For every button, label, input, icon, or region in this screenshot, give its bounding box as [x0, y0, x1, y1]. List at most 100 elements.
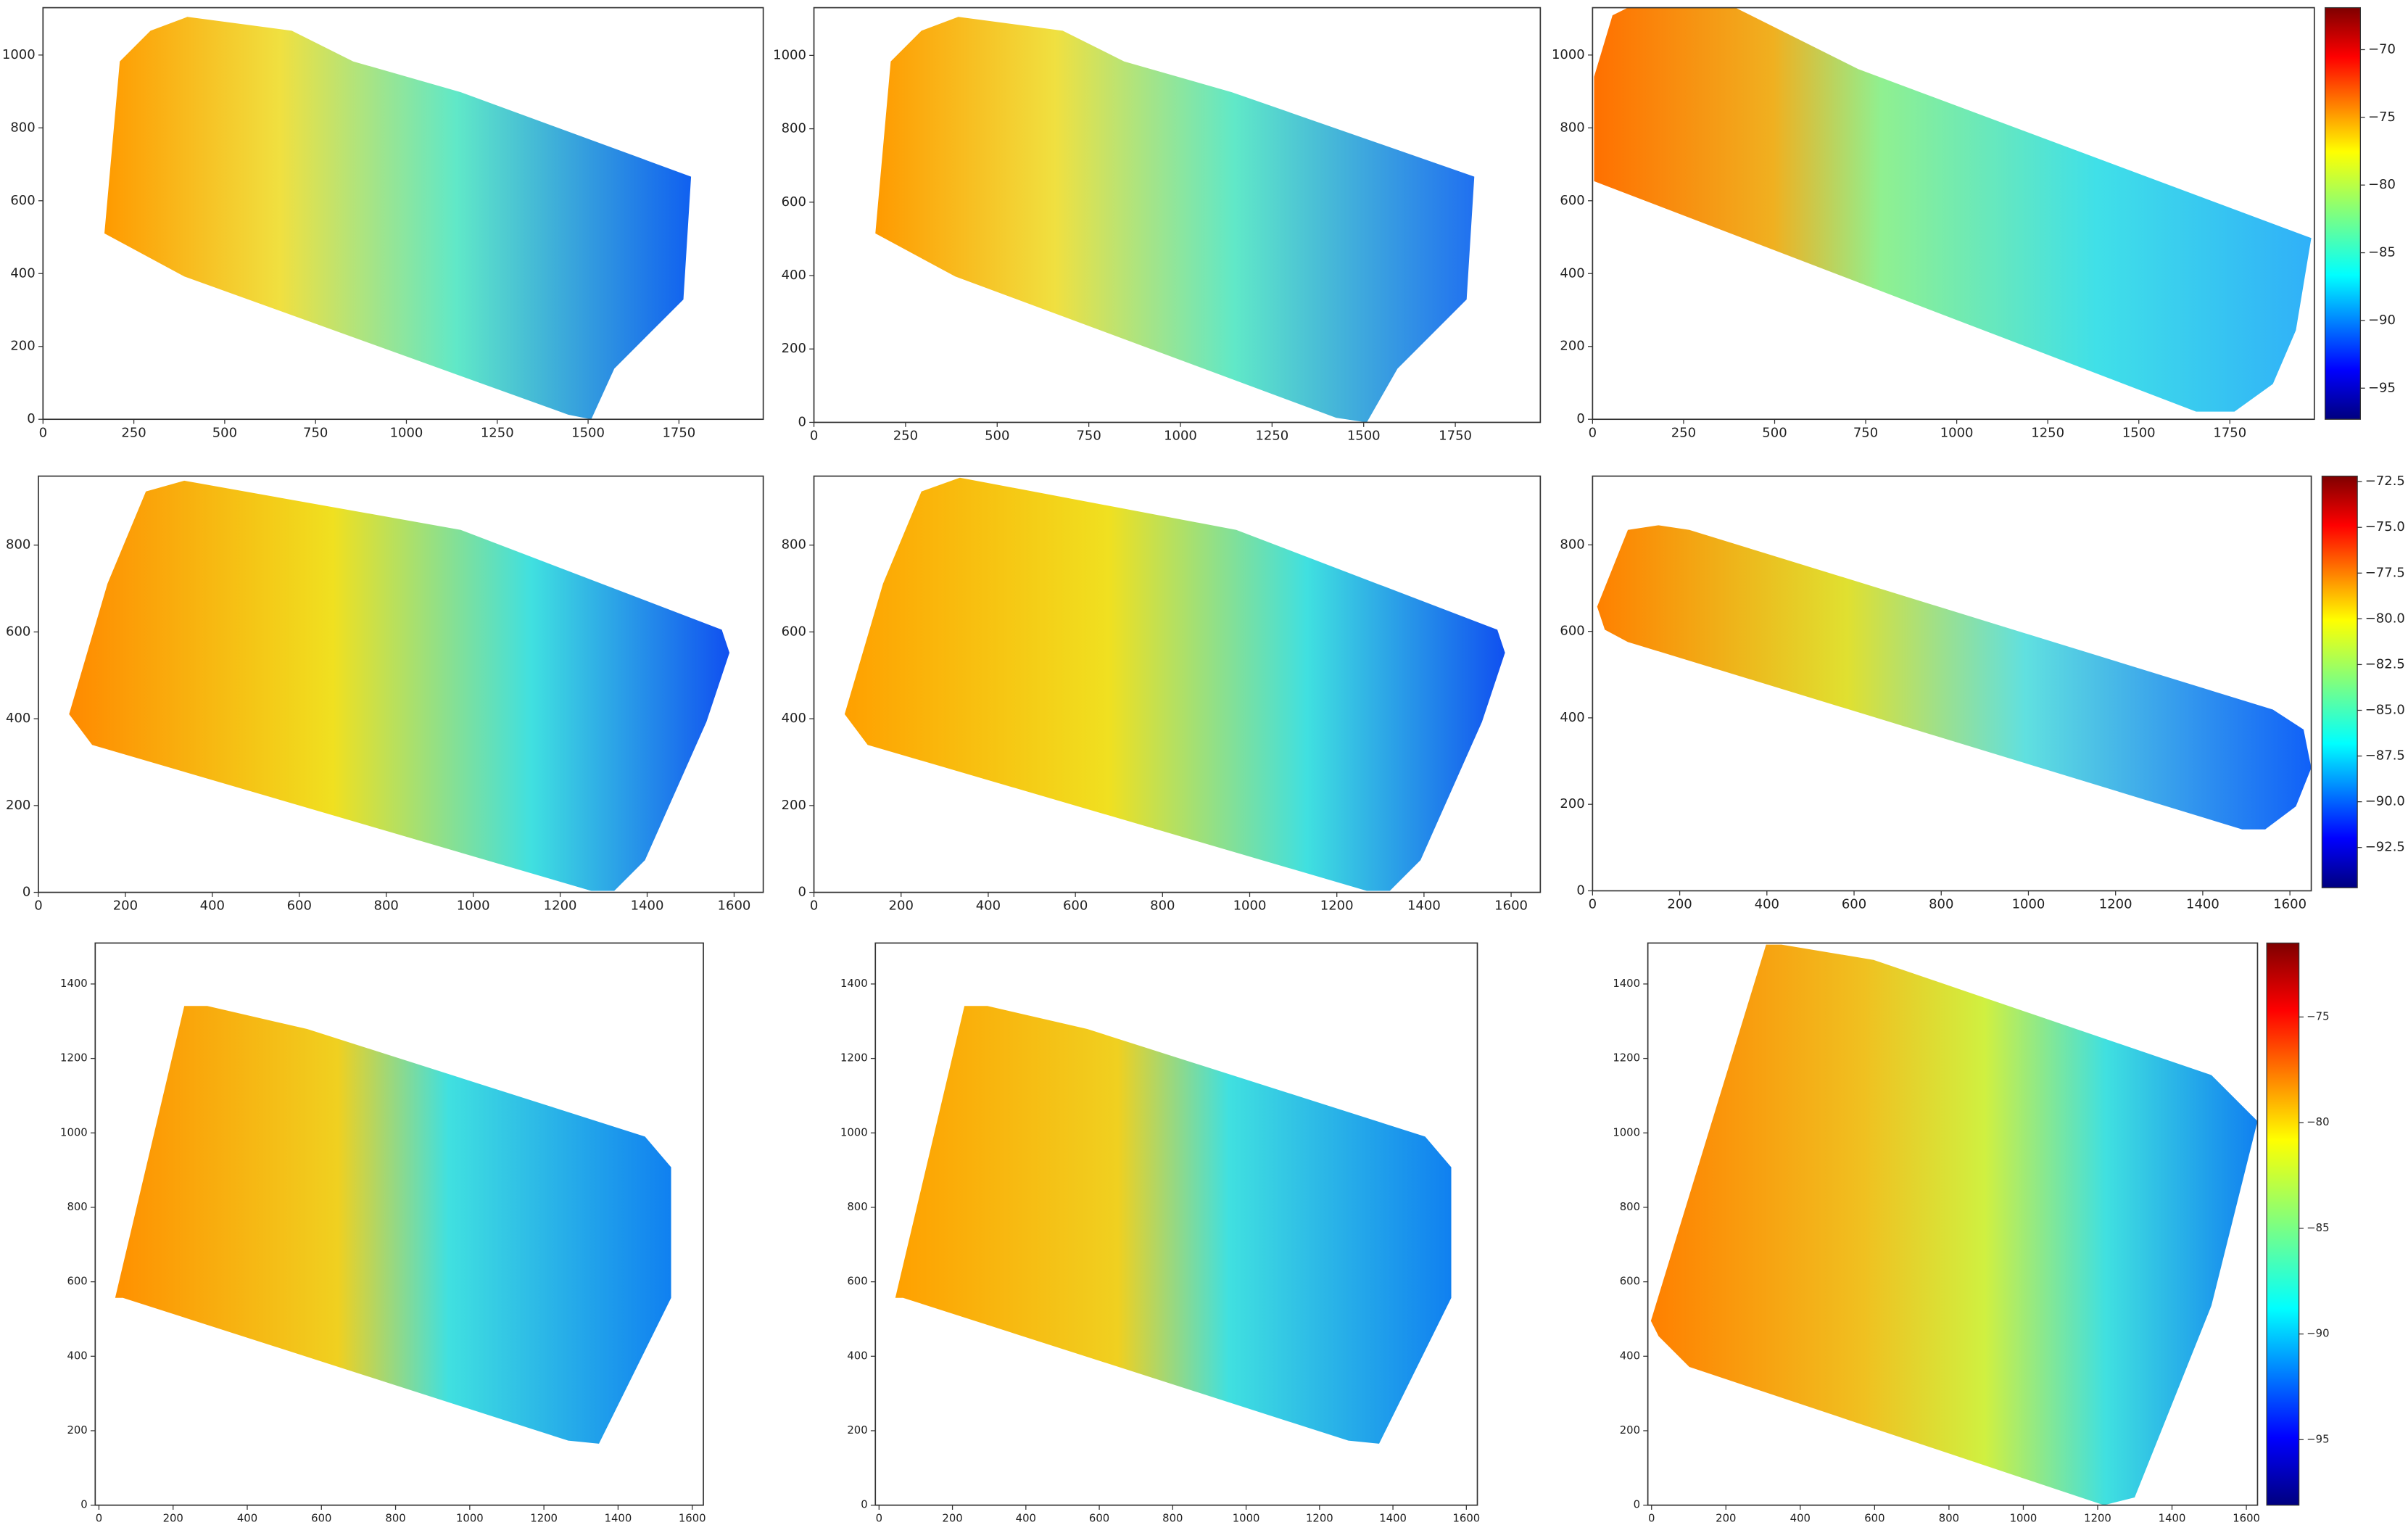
- colorbar: [2325, 7, 2362, 420]
- x-tick-label: 0: [1648, 1513, 1655, 1525]
- y-tick-label: 800: [782, 537, 806, 553]
- panel: 0 200 400 600 800 1000 1200 1400 1600 0 200 400 600 8…: [1613, 942, 2330, 1525]
- x-tick-label: 1000: [1940, 425, 1974, 440]
- x-tick-label: 0: [1589, 425, 1597, 440]
- y-tick-label: 600: [10, 193, 35, 208]
- y-tick-label: 600: [782, 194, 806, 210]
- y-tick-label: 400: [1620, 1350, 1640, 1362]
- y-tick-label: 0: [798, 885, 806, 900]
- y-tick-label: 1000: [1552, 47, 1585, 62]
- x-tick-label: 1200: [1320, 898, 1354, 914]
- colorbar-tick-label: −85: [2368, 245, 2396, 260]
- heatmap-field: [69, 480, 730, 891]
- colorbar-tick-label: −70: [2368, 41, 2396, 57]
- y-tick-label: 1000: [1613, 1126, 1640, 1138]
- x-tick-label: 800: [1162, 1513, 1183, 1525]
- x-tick-label: 1000: [1233, 1513, 1260, 1525]
- x-tick-label: 1600: [2233, 1513, 2260, 1525]
- x-tick-label: 1400: [2159, 1513, 2186, 1525]
- heatmap-field: [1594, 7, 2312, 412]
- y-tick-label: 600: [1560, 193, 1584, 208]
- y-tick-label: 800: [847, 1201, 867, 1213]
- x-tick-label: 1750: [1439, 429, 1472, 444]
- x-tick-label: 200: [113, 898, 138, 914]
- y-tick-label: 200: [10, 339, 35, 354]
- colorbar-tick-label: −87.5: [2365, 748, 2405, 764]
- axes-frame: [1592, 475, 2312, 892]
- panel: 0 200 400 600 800 1000 1200 1400 1600 0 200 400 600 8…: [840, 942, 1480, 1525]
- panel: 0 200 400 600 800 1000 1200 1400 1600 0 200 400 600 8…: [1560, 474, 2404, 912]
- x-tick-label: 200: [889, 898, 914, 914]
- x-tick-label: 0: [96, 1513, 102, 1525]
- y-tick-label: 400: [67, 1350, 87, 1362]
- x-tick-label: 1250: [2031, 425, 2064, 440]
- x-tick-label: 800: [385, 1513, 405, 1525]
- x-tick-label: 250: [121, 425, 146, 440]
- colorbar-tick-label: −75: [2306, 1010, 2329, 1022]
- y-tick-label: 200: [1560, 796, 1584, 811]
- y-tick-label: 200: [1560, 339, 1584, 354]
- colorbar-tick-label: −75: [2368, 109, 2396, 125]
- y-tick-label: 0: [1576, 883, 1584, 898]
- y-tick-label: 400: [10, 265, 35, 281]
- y-tick-label: 800: [10, 120, 35, 135]
- x-tick-label: 1500: [1347, 429, 1381, 444]
- y-tick-label: 0: [861, 1499, 867, 1511]
- colorbar-tick-label: −82.5: [2365, 656, 2405, 671]
- y-tick-label: 0: [80, 1499, 87, 1511]
- axes-frame: [38, 475, 764, 893]
- x-tick-label: 1750: [662, 425, 695, 440]
- x-tick-label: 200: [942, 1513, 962, 1525]
- y-tick-label: 0: [798, 414, 806, 429]
- y-tick-label: 400: [782, 711, 806, 726]
- axes-frame: [874, 942, 1478, 1506]
- x-tick-label: 800: [1929, 897, 1953, 912]
- y-tick-label: 800: [782, 121, 806, 136]
- x-tick-label: 1200: [2099, 897, 2132, 912]
- x-tick-label: 600: [311, 1513, 331, 1525]
- y-tick-label: 1200: [60, 1052, 88, 1065]
- colorbar-tick-label: −92.5: [2365, 840, 2405, 855]
- axes-frame: [1592, 7, 2315, 421]
- x-tick-label: 400: [237, 1513, 257, 1525]
- x-tick-label: 1500: [571, 425, 605, 440]
- x-tick-label: 1000: [1164, 429, 1197, 444]
- x-tick-label: 1000: [456, 1513, 484, 1525]
- y-tick-label: 0: [1634, 1499, 1640, 1511]
- x-tick-label: 1750: [2213, 425, 2246, 440]
- y-tick-label: 400: [782, 268, 806, 283]
- heatmap-field: [115, 1006, 671, 1444]
- y-tick-label: 1400: [1613, 978, 1640, 990]
- y-tick-label: 400: [1560, 265, 1584, 281]
- y-tick-label: 1200: [840, 1052, 868, 1065]
- x-tick-label: 750: [303, 425, 328, 440]
- x-tick-label: 0: [876, 1513, 882, 1525]
- x-tick-label: 500: [212, 425, 237, 440]
- x-tick-label: 1200: [530, 1513, 558, 1525]
- axes-frame: [94, 942, 704, 1506]
- y-tick-label: 200: [782, 798, 806, 813]
- x-tick-label: 1000: [2012, 897, 2045, 912]
- y-tick-label: 0: [22, 885, 30, 900]
- x-tick-label: 200: [1716, 1513, 1736, 1525]
- y-tick-label: 1200: [1613, 1052, 1640, 1065]
- colorbar-tick-label: −72.5: [2365, 474, 2405, 489]
- x-tick-label: 1000: [2010, 1513, 2037, 1525]
- colorbar-tick-label: −90: [2368, 313, 2396, 328]
- x-tick-label: 500: [1762, 425, 1787, 440]
- x-tick-label: 400: [1790, 1513, 1811, 1525]
- x-tick-label: 1400: [631, 898, 664, 914]
- y-tick-label: 600: [782, 624, 806, 639]
- x-tick-label: 1400: [2186, 897, 2219, 912]
- y-tick-label: 200: [1620, 1424, 1640, 1437]
- x-tick-label: 1600: [718, 898, 751, 914]
- y-tick-label: 0: [1576, 411, 1584, 426]
- x-tick-label: 200: [1667, 897, 1692, 912]
- x-tick-label: 600: [1864, 1513, 1884, 1525]
- colorbar-tick-label: −85.0: [2365, 702, 2405, 717]
- x-tick-label: 1250: [481, 425, 514, 440]
- y-tick-label: 0: [27, 411, 35, 426]
- y-tick-label: 600: [1620, 1276, 1640, 1288]
- axes-frame: [42, 7, 764, 421]
